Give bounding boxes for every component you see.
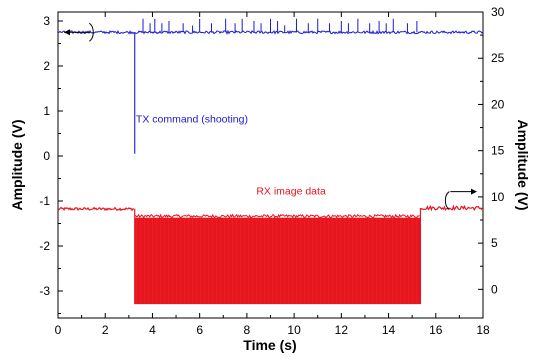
- rx-data-band: [134, 217, 421, 305]
- y-axis-right-title: Amplitude (V): [515, 120, 531, 211]
- rx-image-annotation: RX image data: [256, 185, 326, 197]
- y-left-tick-label: -3: [39, 284, 50, 298]
- x-tick-label: 12: [335, 323, 349, 337]
- annotation-layer: TX command (shooting) RX image data: [64, 22, 477, 211]
- tx-command-line: [57, 29, 484, 35]
- y-right-tick-label: 10: [491, 190, 505, 204]
- tx-command-annotation: TX command (shooting): [136, 113, 248, 125]
- y-axis-left-title: Amplitude (V): [9, 120, 25, 211]
- x-tick-label: 4: [149, 323, 156, 337]
- y-left-tick-label: 2: [43, 59, 50, 73]
- y-left-tick-label: -1: [39, 194, 50, 208]
- x-tick-label: 14: [382, 323, 396, 337]
- rx-axis-marker-ellipse: [444, 191, 450, 211]
- y-right-tick-label: 15: [491, 144, 505, 158]
- y-right-tick-label: 20: [491, 97, 505, 111]
- tx-axis-marker-arrowhead: [64, 29, 70, 36]
- x-tick-label: 8: [244, 323, 251, 337]
- y-left-tick-label: 1: [43, 104, 50, 118]
- x-tick-label: 2: [102, 323, 109, 337]
- rx-data-line-segment: [57, 206, 135, 212]
- y-right-tick-label: 25: [491, 51, 505, 65]
- x-tick-label: 6: [196, 323, 203, 337]
- rx-band-top-edge: [134, 213, 420, 219]
- y-right-tick-label: 0: [491, 282, 498, 296]
- x-tick-label: 0: [55, 323, 62, 337]
- y-right-tick-label: 5: [491, 236, 498, 250]
- x-tick-label: 10: [287, 323, 301, 337]
- x-axis-title: Time (s): [243, 337, 296, 353]
- y-left-tick-label: 3: [43, 14, 50, 28]
- x-tick-label: 18: [476, 323, 490, 337]
- tx-axis-marker-ellipse: [89, 22, 94, 42]
- rx-data-line-segment: [420, 204, 483, 212]
- y-right-tick-label: 30: [491, 5, 505, 19]
- series-layer: [57, 18, 484, 305]
- y-left-tick-label: -2: [39, 239, 50, 253]
- y-left-tick-label: 0: [43, 149, 50, 163]
- x-tick-label: 16: [429, 323, 443, 337]
- rx-axis-marker-arrowhead: [471, 188, 477, 195]
